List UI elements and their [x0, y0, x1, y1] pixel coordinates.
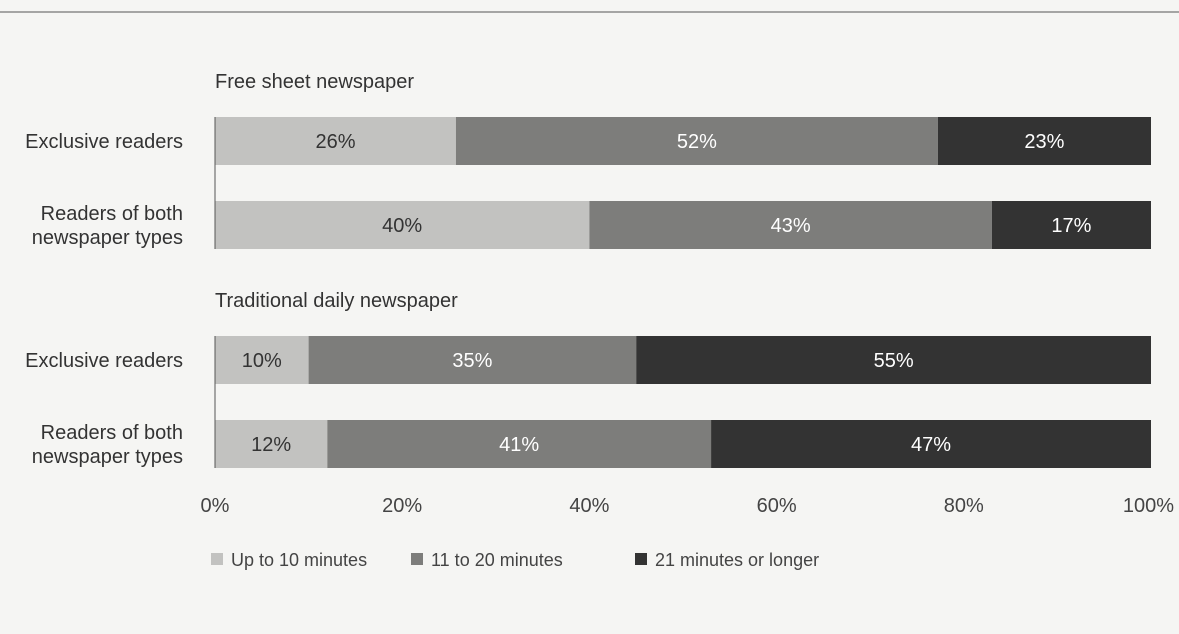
legend-label: Up to 10 minutes: [231, 550, 367, 570]
bar-segment: [215, 201, 590, 249]
legend-item: 11 to 20 minutes: [411, 550, 563, 570]
category-label: Exclusive readers: [25, 131, 183, 153]
data-label: 23%: [1024, 131, 1064, 153]
x-tick-label: 60%: [757, 495, 797, 517]
legend-swatch: [211, 553, 223, 565]
bar-segment: [215, 336, 309, 384]
x-tick-label: 40%: [569, 495, 609, 517]
bar-segment: [991, 201, 1151, 249]
legend-swatch: [635, 553, 647, 565]
data-label: 43%: [771, 215, 811, 237]
data-label: 12%: [251, 434, 291, 456]
data-label: 47%: [911, 434, 951, 456]
legend-item: 21 minutes or longer: [635, 550, 819, 570]
bar-group: Free sheet newspaper Exclusive readers 26%…: [25, 71, 1151, 249]
bar-segment: [215, 117, 456, 165]
legend-swatch: [411, 553, 423, 565]
bar-group: Traditional daily newspaper Exclusive rea…: [25, 290, 1151, 468]
group-title: Traditional daily newspaper: [215, 290, 458, 312]
legend-item: Up to 10 minutes: [211, 550, 367, 570]
bar-segment: [215, 420, 328, 468]
bar-groups: Free sheet newspaper Exclusive readers 26%…: [25, 71, 1151, 468]
data-label: 26%: [315, 131, 355, 153]
category-label: Exclusive readers: [25, 350, 183, 372]
category-label: Readers of both: [41, 203, 183, 225]
data-label: 52%: [677, 131, 717, 153]
x-tick-label: 0%: [201, 495, 230, 517]
x-tick-label: 20%: [382, 495, 422, 517]
bar-segment: [636, 336, 1151, 384]
bar-segment: [937, 117, 1151, 165]
legend: Up to 10 minutes 11 to 20 minutes 21 minut…: [211, 550, 819, 570]
data-label: 55%: [874, 350, 914, 372]
group-title: Free sheet newspaper: [215, 71, 414, 93]
data-label: 17%: [1051, 215, 1091, 237]
data-label: 35%: [452, 350, 492, 372]
bar-segment: [308, 336, 637, 384]
data-label: 40%: [382, 215, 422, 237]
data-label: 41%: [499, 434, 539, 456]
legend-label: 11 to 20 minutes: [431, 550, 563, 570]
category-label: newspaper types: [32, 227, 183, 249]
bar-segment: [455, 117, 938, 165]
legend-label: 21 minutes or longer: [655, 550, 819, 570]
bar-row: Exclusive readers 10% 35% 55%: [25, 336, 1151, 384]
category-label: newspaper types: [32, 446, 183, 468]
category-label: Readers of both: [41, 422, 183, 444]
bar-row: Exclusive readers 26% 52% 23%: [25, 117, 1151, 165]
x-tick-label: 80%: [944, 495, 984, 517]
bar-segment: [589, 201, 992, 249]
x-tick-label: 100%: [1123, 495, 1174, 517]
bar-segment: [327, 420, 712, 468]
data-label: 10%: [242, 350, 282, 372]
bar-segment: [711, 420, 1151, 468]
x-axis: 0% 20% 40% 60% 80% 100%: [201, 495, 1175, 517]
